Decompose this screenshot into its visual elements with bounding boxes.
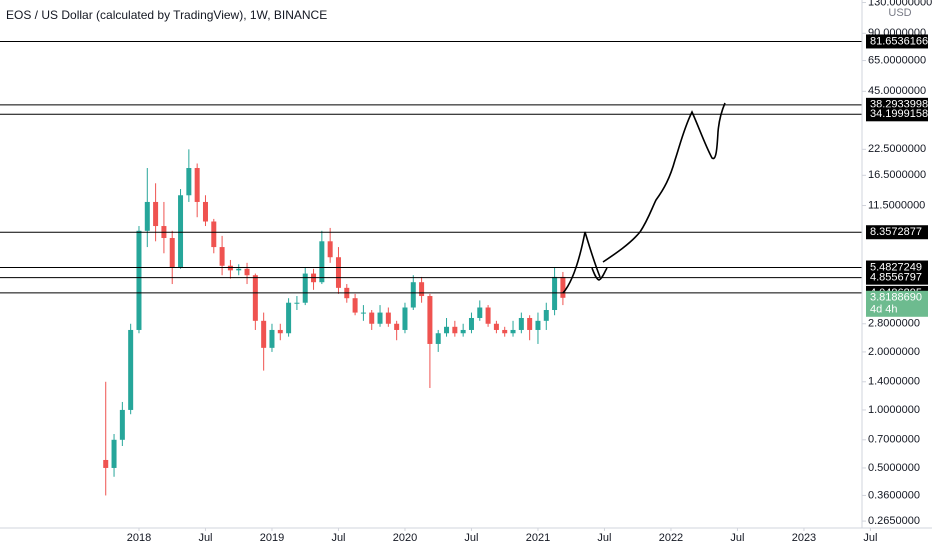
x-tick-label: 2021 <box>526 532 550 544</box>
y-tick-label: 130.0000000 <box>868 0 932 8</box>
candle-body <box>485 307 491 324</box>
candle-body <box>252 275 258 321</box>
level-label: 4.8556797 <box>870 272 922 284</box>
candle-body <box>419 282 425 297</box>
y-tick-label: 0.5000000 <box>868 462 920 474</box>
candle-body <box>369 312 375 324</box>
candle-body <box>128 329 134 410</box>
candle-body <box>211 221 217 248</box>
x-tick-label: 2022 <box>659 532 683 544</box>
candle-body <box>452 326 458 334</box>
level-label-box <box>866 225 928 240</box>
level-label: 8.3572877 <box>870 226 922 238</box>
candle-body <box>493 323 499 330</box>
candle-body <box>261 320 267 348</box>
level-label: 5.4827249 <box>870 261 922 273</box>
level-label-box <box>866 107 928 122</box>
drawing-stroke <box>602 102 726 263</box>
candle-body <box>460 329 466 334</box>
candle-body <box>286 302 292 334</box>
candle-body <box>236 268 242 271</box>
candle-body <box>153 201 159 227</box>
x-tick-label: Jul <box>863 532 877 544</box>
last-price-label: 3.8188690 <box>870 292 922 304</box>
candle-body <box>119 409 125 440</box>
x-tick-label: 2018 <box>127 532 151 544</box>
candle-body <box>335 257 341 288</box>
level-label: 34.1999158 <box>870 108 928 120</box>
plot-area <box>0 40 862 496</box>
candle-body <box>219 247 225 266</box>
candle-body <box>327 241 333 258</box>
candle-body <box>394 323 400 330</box>
candle-body <box>144 201 150 231</box>
candle-body <box>518 317 524 330</box>
candle-body <box>103 459 109 468</box>
x-tick-label: 2019 <box>260 532 284 544</box>
candle-body <box>402 307 408 330</box>
candle-body <box>377 312 383 324</box>
candle-body <box>194 168 200 202</box>
x-tick-label: Jul <box>198 532 212 544</box>
y-tick-label: 22.5000000 <box>868 143 926 155</box>
y-tick-label: 0.2650000 <box>868 515 920 527</box>
drawing-stroke <box>591 267 608 281</box>
y-tick-label: 0.3600000 <box>868 489 920 501</box>
y-tick-label: 45.0000000 <box>868 85 926 97</box>
candle-body <box>244 268 250 276</box>
candle-body <box>319 241 325 283</box>
candle-body <box>385 312 391 324</box>
candle-body <box>202 201 208 222</box>
y-tick-label: 16.5000000 <box>868 169 926 181</box>
candle-body <box>227 265 233 271</box>
x-tick-label: Jul <box>464 532 478 544</box>
candle-body <box>543 310 549 321</box>
x-tick-label: Jul <box>730 532 744 544</box>
y-tick-label: 2.0000000 <box>868 346 920 358</box>
level-label: 81.6536166 <box>870 35 928 47</box>
x-tick-label: 2020 <box>393 532 417 544</box>
candle-body <box>535 320 541 330</box>
last-price-box <box>866 290 928 317</box>
y-tick-label: 0.7000000 <box>868 434 920 446</box>
level-label-box <box>866 34 928 49</box>
candle-body <box>552 276 558 311</box>
candle-body <box>502 329 508 334</box>
currency-label: USD <box>888 7 911 19</box>
candle-body <box>302 273 308 303</box>
y-tick-label: 65.0000000 <box>868 54 926 66</box>
drawing-stroke <box>562 231 601 294</box>
countdown-label: 4d 4h <box>870 304 898 316</box>
y-tick-label: 11.5000000 <box>868 199 925 211</box>
candle-body <box>468 317 474 330</box>
candle-body <box>169 238 175 268</box>
candle-body <box>510 329 516 334</box>
candle-body <box>560 276 566 298</box>
x-tick-label: Jul <box>331 532 345 544</box>
candle-body <box>277 329 283 334</box>
y-tick-label: 2.8000000 <box>868 318 920 330</box>
y-tick-label: 1.0000000 <box>868 404 920 416</box>
candle-body <box>527 317 533 330</box>
x-tick-label: Jul <box>597 532 611 544</box>
y-tick-label: 1.4000000 <box>868 376 920 388</box>
x-tick-label: 2023 <box>792 532 816 544</box>
candle-body <box>178 195 184 268</box>
candle-body <box>269 329 275 348</box>
candle-body <box>444 326 450 334</box>
candle-body <box>410 282 416 308</box>
candle-body <box>186 168 192 196</box>
candle-body <box>294 302 300 304</box>
candle-body <box>427 296 433 344</box>
candle-body <box>136 230 142 330</box>
candle-body <box>352 298 358 313</box>
candle-body <box>435 333 441 344</box>
chart-title: EOS / US Dollar (calculated by TradingVi… <box>6 8 327 22</box>
candle-body <box>111 439 117 468</box>
candle-body <box>477 307 483 318</box>
level-label-box <box>866 270 928 285</box>
candle-body <box>360 312 366 314</box>
